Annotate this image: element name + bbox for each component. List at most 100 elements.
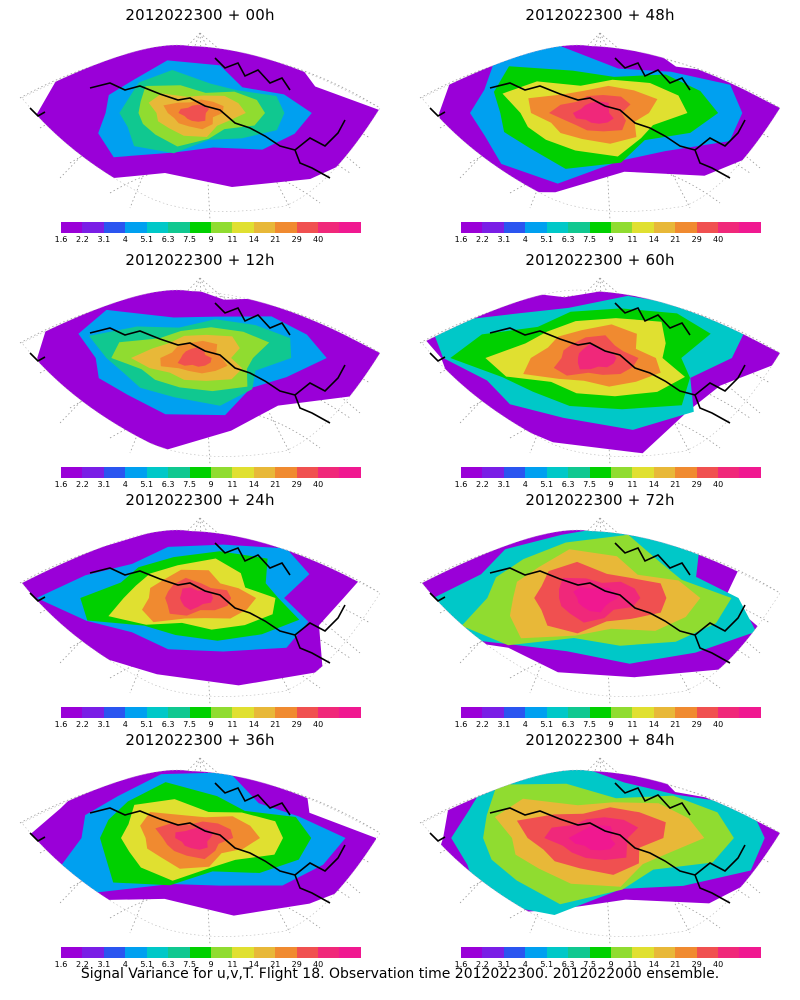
- colorbar-swatch: [482, 222, 504, 233]
- colorbar-tick-label: 6.3: [161, 235, 175, 244]
- polar-map: [419, 277, 781, 465]
- colorbar-tick-label: 40: [713, 960, 724, 969]
- colorbar-swatch: [103, 222, 126, 233]
- colorbar-ticks: 1.6 2.2 3.1 4 5.1 6.3 7.5 9 11 14 21 29 40: [44, 480, 364, 490]
- coastline: [429, 782, 746, 904]
- colorbar-tick-label: 11: [627, 235, 638, 244]
- colorbar-tick-label: 29: [291, 235, 302, 244]
- colorbar-tick-label: 3.1: [97, 720, 111, 729]
- colorbar-swatch: [103, 467, 126, 478]
- colorbar: [461, 467, 761, 478]
- colorbar-tick-label: 4: [522, 235, 528, 244]
- colorbar-tick-label: 4: [122, 480, 128, 489]
- colorbar-tick-label: 9: [208, 720, 214, 729]
- colorbar-swatch: [739, 222, 761, 233]
- colorbar-tick-label: 21: [270, 480, 281, 489]
- colorbar-swatch: [546, 222, 569, 233]
- panel-title: 2012022300 + 24h: [125, 491, 275, 509]
- polar-map: [419, 517, 781, 705]
- colorbar-swatch: [168, 467, 190, 478]
- colorbar-tick-label: 1.6: [454, 480, 468, 489]
- colorbar-tick-label: 14: [648, 720, 659, 729]
- colorbar-tick-label: 9: [208, 235, 214, 244]
- colorbar-tick-label: 2.2: [476, 960, 489, 969]
- colorbar-swatch: [568, 707, 590, 718]
- colorbar-tick-label: 21: [670, 235, 681, 244]
- forecast-panel: 2012022300 + 72h 1.6 2.2 3.1 4 5.1 6.3 7.5 9 11 14…: [400, 485, 800, 730]
- colorbar-swatch: [568, 222, 590, 233]
- colorbar-tick-label: 2.2: [76, 480, 89, 489]
- coastline: [429, 302, 746, 424]
- colorbar-swatch: [696, 707, 719, 718]
- colorbar-tick-label: 7.5: [583, 480, 596, 489]
- colorbar-swatch: [189, 222, 211, 233]
- colorbar-tick-label: 14: [248, 720, 259, 729]
- colorbar-swatch: [525, 707, 547, 718]
- colorbar-swatch: [168, 707, 190, 718]
- colorbar-swatch: [696, 222, 719, 233]
- colorbar-tick-label: 5.1: [540, 720, 554, 729]
- colorbar-swatch: [632, 222, 654, 233]
- colorbar-tick-label: 6.3: [161, 960, 175, 969]
- colorbar-ticks: 1.6 2.2 3.1 4 5.1 6.3 7.5 9 11 14 21 29 40: [444, 235, 764, 245]
- polar-map: [419, 32, 781, 220]
- colorbar-swatch: [296, 467, 319, 478]
- colorbar-swatch: [339, 707, 361, 718]
- colorbar-swatch: [61, 222, 83, 233]
- colorbar-swatch: [61, 467, 83, 478]
- colorbar-swatch: [189, 707, 211, 718]
- colorbar-swatch: [318, 947, 340, 958]
- coastline: [29, 57, 346, 179]
- colorbar-tick-label: 14: [248, 235, 259, 244]
- colorbar-tick-label: 14: [248, 960, 259, 969]
- colorbar-swatch: [653, 707, 676, 718]
- colorbar-tick-label: 21: [670, 960, 681, 969]
- colorbar-swatch: [546, 467, 569, 478]
- colorbar-tick-label: 21: [270, 235, 281, 244]
- colorbar-tick-label: 7.5: [583, 235, 596, 244]
- colorbar-swatch: [275, 467, 297, 478]
- colorbar-tick-label: 2.2: [476, 720, 489, 729]
- colorbar-tick-label: 29: [691, 960, 702, 969]
- panel-title: 2012022300 + 84h: [525, 731, 675, 749]
- colorbar-swatch: [503, 947, 526, 958]
- colorbar-tick-label: 9: [608, 960, 614, 969]
- forecast-panel: 2012022300 + 12h 1.6 2.2 3.1 4 5.1 6.3 7.5 9 11 14…: [0, 245, 400, 490]
- colorbar-swatch: [82, 707, 104, 718]
- colorbar-swatch: [653, 222, 676, 233]
- colorbar-swatch: [210, 947, 233, 958]
- colorbar-tick-label: 6.3: [561, 960, 575, 969]
- colorbar-swatch: [675, 707, 697, 718]
- colorbar-swatch: [232, 222, 254, 233]
- colorbar-tick-label: 6.3: [561, 235, 575, 244]
- colorbar-tick-label: 11: [627, 720, 638, 729]
- colorbar-swatch: [610, 467, 633, 478]
- colorbar-swatch: [482, 947, 504, 958]
- colorbar-tick-label: 6.3: [161, 480, 175, 489]
- colorbar-tick-label: 4: [522, 720, 528, 729]
- colorbar-tick-label: 4: [122, 235, 128, 244]
- colorbar-swatch: [61, 947, 83, 958]
- panel-title: 2012022300 + 36h: [125, 731, 275, 749]
- panel-title: 2012022300 + 48h: [525, 6, 675, 24]
- colorbar-tick-label: 3.1: [497, 480, 511, 489]
- coastline: [429, 57, 746, 179]
- colorbar-tick-label: 40: [713, 480, 724, 489]
- colorbar-tick-label: 21: [270, 720, 281, 729]
- colorbar-swatch: [653, 467, 676, 478]
- figure-caption: Signal Variance for u,v,T. Flight 18. Ob…: [80, 966, 720, 982]
- variance-field: [422, 530, 770, 678]
- colorbar-swatch: [253, 707, 276, 718]
- colorbar-swatch: [253, 467, 276, 478]
- colorbar-swatch: [675, 947, 697, 958]
- colorbar-tick-label: 3.1: [497, 960, 511, 969]
- colorbar-swatch: [632, 707, 654, 718]
- colorbar-tick-label: 5.1: [140, 720, 154, 729]
- coastline: [29, 302, 346, 424]
- colorbar-tick-label: 1.6: [454, 235, 468, 244]
- colorbar-swatch: [82, 947, 104, 958]
- forecast-panel: 2012022300 + 60h 1.6 2.2 3.1 4 5.1 6.3 7.5 9 11 14…: [400, 245, 800, 490]
- colorbar-tick-label: 9: [608, 235, 614, 244]
- colorbar-tick-label: 1.6: [54, 720, 68, 729]
- colorbar: [461, 947, 761, 958]
